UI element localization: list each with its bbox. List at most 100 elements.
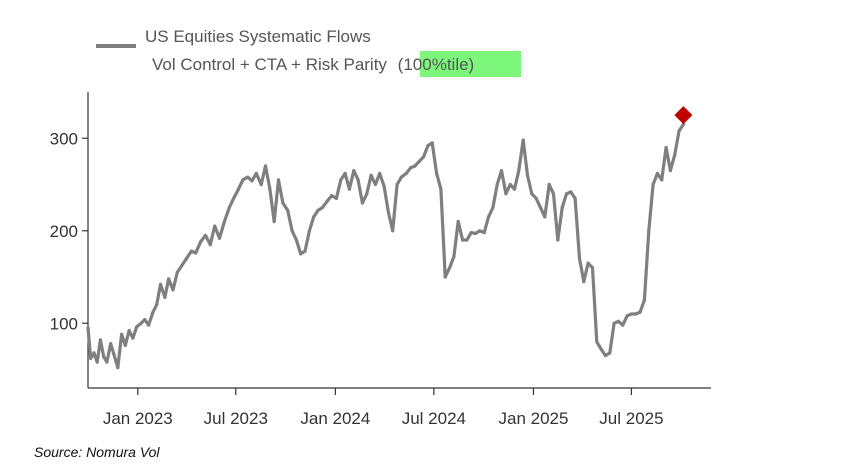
data-point [241,178,245,182]
data-point [167,277,171,281]
data-point [452,255,456,259]
data-point [582,280,586,284]
data-point [281,201,285,205]
data-point [603,354,608,358]
data-point [534,196,538,200]
data-point [473,231,478,236]
data-point [386,210,390,214]
data-point [404,171,408,175]
data-point [486,215,491,219]
data-point [508,182,512,187]
data-point [595,340,599,344]
data-point [109,342,113,346]
data-point [560,206,564,210]
data-point [586,261,590,265]
data-point [123,343,127,347]
x-tick-label: Jan 2025 [498,409,568,428]
x-tick-label: Jul 2023 [204,409,268,428]
data-point [499,169,504,173]
data-point [347,187,351,191]
data-point [95,360,99,364]
data-point [482,231,486,235]
data-point [294,238,298,242]
data-point [395,182,399,187]
data-point [664,145,668,150]
data-point [634,312,638,316]
data-point [382,184,386,188]
data-point [642,298,647,302]
data-point [443,275,447,279]
data-point [521,138,525,142]
data-point [677,129,681,133]
data-point [208,243,212,247]
data-point [478,229,482,233]
data-point [647,229,651,233]
data-point [312,215,316,219]
data-point [254,171,258,175]
data-point [155,303,159,307]
data-point [259,182,263,187]
data-point [89,356,93,360]
data-point [573,196,577,200]
data-point [426,144,430,148]
data-point [547,182,551,187]
data-point [250,179,254,183]
y-tick-label: 300 [50,129,78,148]
data-point [525,173,530,177]
data-point [227,206,231,210]
data-point [621,323,625,327]
data-point [325,199,329,203]
data-point [339,178,343,182]
series-line [86,122,685,370]
data-point [517,169,521,173]
data-point [120,332,124,336]
data-point [135,325,139,329]
data-point [92,351,96,355]
data-point [491,206,495,210]
data-point [139,321,143,325]
data-point [86,326,90,330]
data-point [299,252,303,256]
data-point [616,319,621,323]
data-point [163,295,167,299]
data-point [147,323,151,327]
data-point [608,351,612,355]
data-point [316,208,320,212]
x-tick-label: Jul 2024 [402,409,466,428]
data-point [660,178,664,182]
data-point [504,192,508,196]
data-point [175,270,179,274]
data-point [356,178,360,182]
x-tick-label: Jan 2024 [300,409,370,428]
data-point [180,264,184,268]
x-tick-label: Jan 2023 [103,409,173,428]
data-point [199,240,203,244]
data-point [213,224,217,228]
data-point [417,159,421,163]
data-point [530,192,534,196]
data-point [184,256,189,261]
data-point [217,236,222,240]
data-point [612,321,616,325]
data-point [543,215,547,219]
data-point [512,187,517,191]
data-point [625,314,629,318]
data-point [409,166,413,170]
data-point [343,171,347,175]
data-point [430,141,434,145]
data-point [569,190,573,194]
legend-line-1: US Equities Systematic Flows [145,27,371,46]
legend-badge-highlight [420,51,521,77]
data-point [360,201,364,205]
data-point [435,171,439,175]
data-point [551,192,556,196]
data-point [286,208,290,212]
latest-value-marker [674,106,693,125]
x-tick-label: Jul 2025 [599,409,663,428]
data-point [391,229,395,233]
data-point [456,219,460,224]
data-point [272,219,276,224]
source-note: Source: Nomura Vol [34,444,160,460]
data-point [151,310,155,314]
